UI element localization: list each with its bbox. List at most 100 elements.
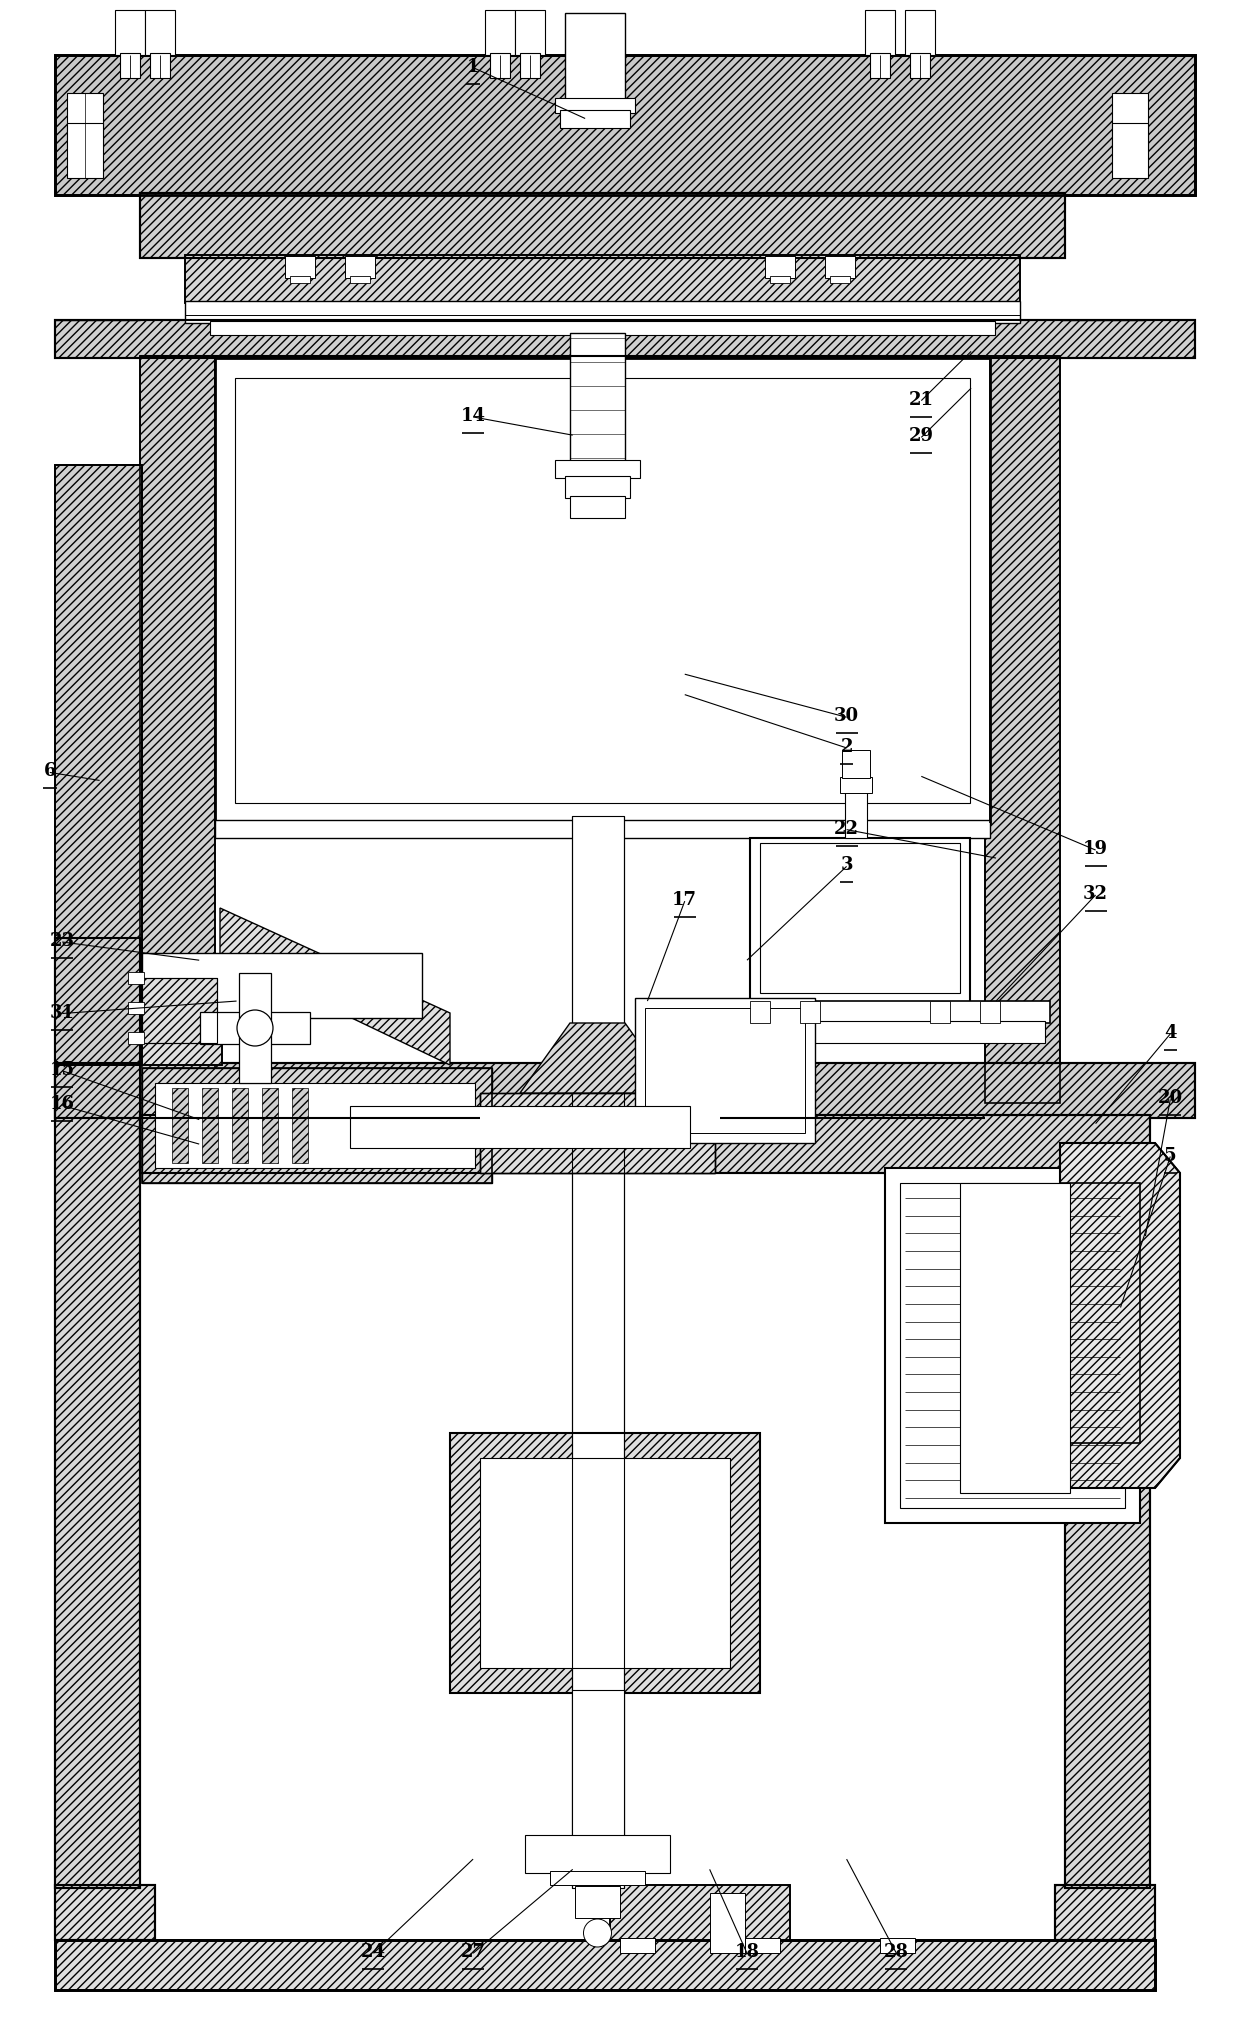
Bar	[67, 123, 103, 178]
Text: 32: 32	[1083, 885, 1108, 903]
Bar	[1055, 1886, 1155, 1941]
Text: 20: 20	[1158, 1089, 1183, 1107]
Text: 5: 5	[1164, 1146, 1177, 1165]
Text: 16: 16	[50, 1095, 75, 1113]
Bar	[115, 10, 144, 55]
Bar	[186, 300, 1020, 323]
Bar	[200, 1011, 310, 1044]
Bar	[1059, 1183, 1140, 1442]
Bar	[845, 791, 867, 838]
Bar	[900, 1183, 1125, 1508]
Bar	[486, 10, 515, 55]
Bar	[142, 954, 222, 1064]
Bar	[55, 938, 139, 1888]
Bar	[215, 819, 990, 838]
Bar	[960, 1183, 1069, 1493]
Bar	[745, 1939, 781, 1953]
Text: 17: 17	[672, 891, 697, 909]
Bar	[481, 1459, 730, 1667]
Bar	[491, 53, 510, 78]
Text: 22: 22	[834, 819, 859, 838]
Bar	[555, 98, 635, 112]
Bar	[350, 276, 370, 284]
Bar	[232, 1089, 248, 1162]
Bar	[128, 1001, 144, 1013]
Bar	[142, 952, 422, 1017]
Bar	[842, 750, 870, 778]
Bar	[985, 355, 1059, 1103]
Bar	[1112, 123, 1148, 178]
Circle shape	[237, 1009, 273, 1046]
Bar	[142, 979, 217, 1044]
Bar	[571, 1690, 624, 1839]
Bar	[139, 1115, 1150, 1173]
Bar	[120, 53, 139, 78]
Bar	[149, 53, 171, 78]
Bar	[610, 1886, 791, 1941]
Text: 28: 28	[884, 1943, 909, 1961]
Bar	[880, 1939, 915, 1953]
Bar	[55, 55, 1195, 194]
Bar	[769, 276, 791, 284]
Bar	[1055, 1886, 1155, 1941]
Bar	[154, 1083, 476, 1169]
Bar	[725, 1022, 1045, 1044]
Bar	[139, 355, 215, 1103]
Bar	[481, 1093, 715, 1173]
Bar	[980, 1001, 1000, 1024]
Bar	[55, 1941, 1155, 1990]
Bar	[749, 838, 970, 1003]
Bar	[525, 1835, 670, 1873]
Bar	[55, 1886, 154, 1941]
Bar	[565, 12, 625, 102]
Bar	[55, 1062, 1195, 1118]
Bar	[645, 1007, 806, 1134]
Bar	[749, 1001, 769, 1024]
Bar	[144, 10, 176, 55]
Bar	[261, 1089, 278, 1162]
Bar	[575, 1886, 620, 1918]
Bar	[235, 378, 970, 803]
Bar	[710, 1894, 745, 1953]
Bar	[830, 276, 850, 284]
Text: 3: 3	[840, 856, 853, 874]
Bar	[55, 1941, 1155, 1990]
Bar	[449, 1432, 759, 1694]
Bar	[905, 10, 935, 55]
Text: 4: 4	[1164, 1024, 1177, 1042]
Bar	[620, 1939, 655, 1953]
Bar	[139, 355, 215, 1103]
Bar	[172, 1089, 188, 1162]
Bar	[55, 55, 1195, 194]
Bar	[55, 1886, 154, 1941]
Bar	[885, 1169, 1140, 1522]
Bar	[570, 333, 625, 464]
Bar	[801, 1001, 820, 1024]
Bar	[759, 844, 960, 993]
Text: 27: 27	[461, 1943, 486, 1961]
Bar	[55, 321, 1195, 358]
Text: 1: 1	[467, 57, 479, 76]
Bar	[186, 255, 1020, 302]
Bar	[825, 255, 855, 278]
Bar	[560, 110, 630, 129]
Bar	[139, 1115, 1150, 1173]
Text: 6: 6	[44, 762, 56, 780]
Bar	[571, 815, 624, 1888]
Circle shape	[584, 1918, 611, 1947]
Bar	[290, 276, 310, 284]
Polygon shape	[1059, 1142, 1180, 1487]
Bar	[985, 355, 1059, 1103]
Text: 23: 23	[50, 932, 75, 950]
Bar	[350, 1105, 690, 1148]
Text: 29: 29	[909, 427, 934, 445]
Bar	[449, 1432, 759, 1694]
Bar	[764, 255, 796, 278]
Bar	[142, 1068, 492, 1183]
Bar	[565, 476, 630, 498]
Bar	[215, 358, 990, 823]
Bar	[481, 1093, 715, 1173]
Bar	[555, 460, 640, 478]
Text: 19: 19	[1083, 840, 1108, 858]
Text: 15: 15	[50, 1060, 75, 1079]
